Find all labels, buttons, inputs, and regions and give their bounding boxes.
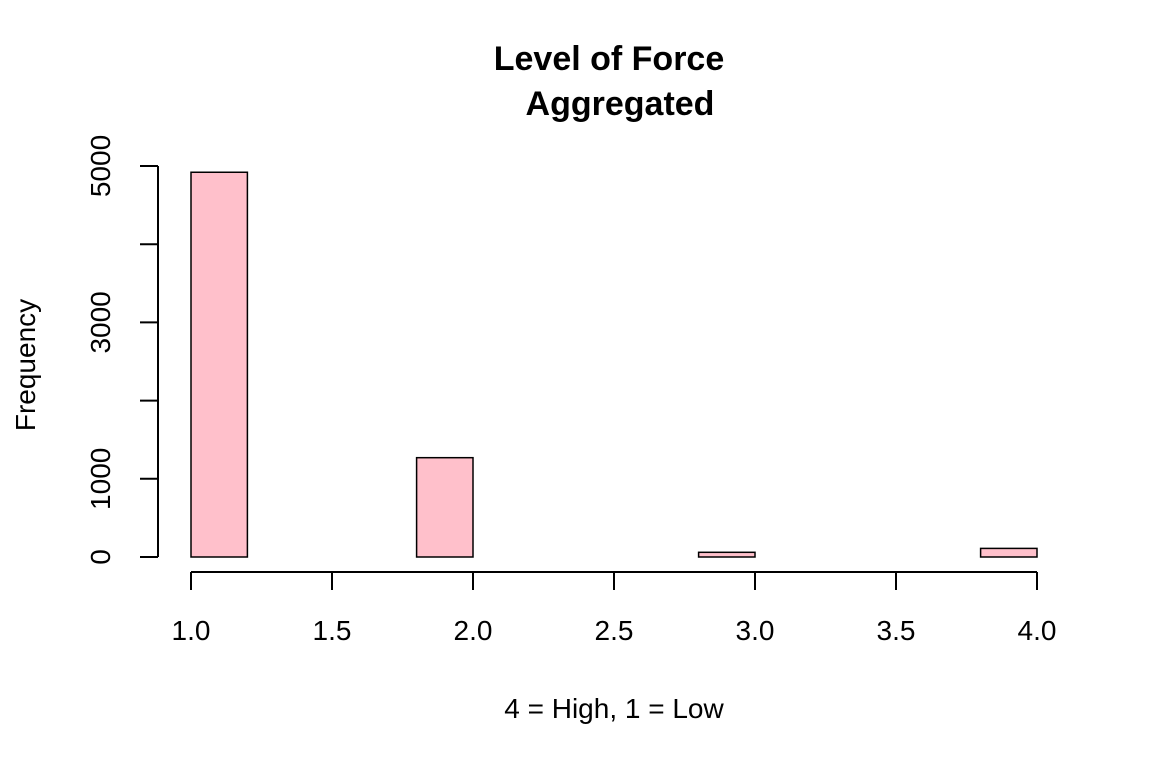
x-axis-label: 4 = High, 1 = Low	[504, 693, 724, 724]
x-tick-label: 1.5	[313, 615, 352, 646]
y-tick-label: 1000	[85, 448, 116, 510]
x-tick-label: 3.0	[736, 615, 775, 646]
y-axis: 0 1000 3000 5000	[85, 135, 159, 565]
x-axis: 1.0 1.5 2.0 2.5 3.0 3.5 4.0	[172, 571, 1057, 646]
histogram-bar	[697, 551, 756, 558]
y-tick-label: 0	[85, 549, 116, 565]
y-tick-label: 5000	[85, 135, 116, 197]
x-tick-label: 2.5	[595, 615, 634, 646]
y-axis-label: Frequency	[10, 299, 41, 431]
y-tick-label: 3000	[85, 291, 116, 353]
bars-group	[190, 171, 1038, 558]
histogram-bar	[979, 547, 1038, 558]
histogram-bar	[415, 456, 474, 558]
chart-title: Level of Force	[494, 40, 725, 78]
x-tick-label: 4.0	[1018, 615, 1057, 646]
histogram-bar	[190, 171, 249, 558]
chart-subtitle: Aggregated	[526, 85, 715, 123]
x-tick-label: 2.0	[454, 615, 493, 646]
x-tick-label: 3.5	[877, 615, 916, 646]
x-tick-label: 1.0	[172, 615, 211, 646]
